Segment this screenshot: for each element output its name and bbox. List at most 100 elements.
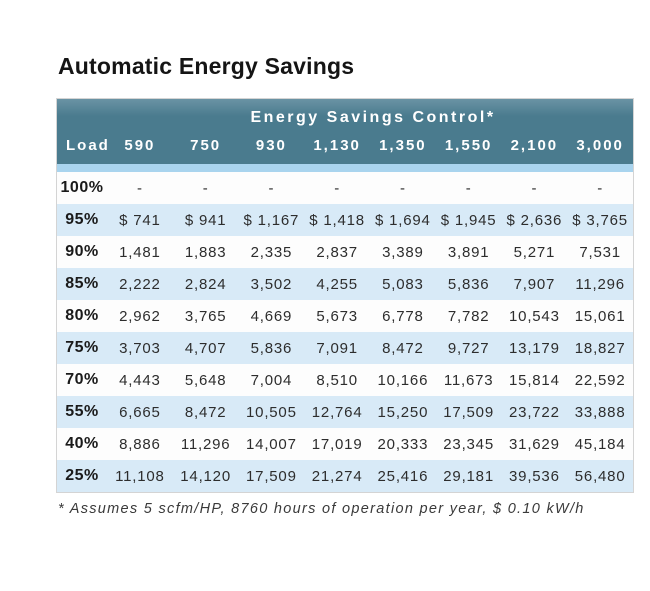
- value-cell: 33,888: [567, 396, 633, 428]
- table-row: 90% 1,481 1,883 2,335 2,837 3,389 3,891 5,271 7,…: [57, 236, 633, 268]
- value-cell: 18,827: [567, 332, 633, 364]
- value-cell: 5,271: [501, 236, 568, 268]
- value-cell: 14,007: [238, 428, 305, 460]
- table-row: 70% 4,443 5,648 7,004 8,510 10,166 11,673 15,81…: [57, 364, 633, 396]
- value-cell: -: [501, 172, 568, 204]
- header-accent-stripe: [57, 164, 633, 172]
- value-cell: 7,531: [567, 236, 633, 268]
- value-cell: 6,778: [370, 300, 436, 332]
- value-cell: 1,481: [107, 236, 173, 268]
- value-cell: 21,274: [304, 460, 370, 492]
- column-header: 2,100: [501, 137, 568, 164]
- value-cell: 3,765: [172, 300, 239, 332]
- value-cell: 8,472: [172, 396, 239, 428]
- value-cell: 5,836: [435, 268, 502, 300]
- table-body: 100% - - - - - - - -95% $ 741 $ 941 $ 1,167 $ 1,418 $…: [57, 172, 633, 492]
- value-cell: 11,296: [172, 428, 239, 460]
- column-header: 750: [172, 137, 239, 164]
- value-cell: $ 2,636: [501, 204, 568, 236]
- load-cell: 40%: [57, 428, 107, 460]
- value-cell: 23,345: [435, 428, 502, 460]
- value-cell: 29,181: [435, 460, 502, 492]
- value-cell: $ 941: [172, 204, 239, 236]
- value-cell: 10,505: [238, 396, 305, 428]
- value-cell: 13,179: [501, 332, 568, 364]
- value-cell: 5,648: [172, 364, 239, 396]
- value-cell: $ 1,945: [435, 204, 502, 236]
- accent-stripe: [57, 164, 633, 172]
- value-cell: 10,166: [370, 364, 436, 396]
- load-cell: 95%: [57, 204, 107, 236]
- column-header: 1,350: [370, 137, 436, 164]
- value-cell: 5,836: [238, 332, 305, 364]
- value-cell: -: [370, 172, 436, 204]
- column-header: 590: [107, 137, 173, 164]
- value-cell: 56,480: [567, 460, 633, 492]
- value-cell: 45,184: [567, 428, 633, 460]
- value-cell: 11,108: [107, 460, 173, 492]
- value-cell: 17,509: [238, 460, 305, 492]
- value-cell: -: [304, 172, 370, 204]
- value-cell: 15,250: [370, 396, 436, 428]
- load-cell: 25%: [57, 460, 107, 492]
- value-cell: 9,727: [435, 332, 502, 364]
- value-cell: 3,703: [107, 332, 173, 364]
- value-cell: 5,673: [304, 300, 370, 332]
- column-header-load: Load: [57, 137, 108, 164]
- value-cell: -: [107, 172, 173, 204]
- value-cell: 31,629: [501, 428, 568, 460]
- value-cell: 2,962: [107, 300, 173, 332]
- value-cell: 6,665: [107, 396, 173, 428]
- value-cell: 7,907: [501, 268, 568, 300]
- column-header: 1,130: [304, 137, 370, 164]
- value-cell: 1,883: [172, 236, 239, 268]
- column-header-row: Load 590 750 930 1,130 1,350 1,550 2,100 3,000: [57, 137, 633, 164]
- value-cell: 7,091: [304, 332, 370, 364]
- load-cell: 80%: [57, 300, 107, 332]
- table-row: 75% 3,703 4,707 5,836 7,091 8,472 9,727 13,179 1…: [57, 332, 633, 364]
- table-row: 100% - - - - - - - -: [57, 172, 633, 204]
- column-header: 3,000: [567, 137, 633, 164]
- group-header-label: Energy Savings Control*: [57, 99, 633, 137]
- value-cell: $ 1,167: [238, 204, 305, 236]
- value-cell: 8,886: [107, 428, 173, 460]
- value-cell: 20,333: [370, 428, 436, 460]
- value-cell: 10,543: [501, 300, 568, 332]
- load-cell: 100%: [57, 172, 107, 204]
- column-header: 1,550: [435, 137, 502, 164]
- value-cell: 8,510: [304, 364, 370, 396]
- group-header-row: Energy Savings Control*: [57, 99, 633, 137]
- value-cell: 3,891: [435, 236, 502, 268]
- load-cell: 90%: [57, 236, 107, 268]
- table-header: Energy Savings Control* Load 590 750 930 1,1…: [57, 99, 633, 172]
- value-cell: 15,061: [567, 300, 633, 332]
- value-cell: 7,004: [238, 364, 305, 396]
- value-cell: 25,416: [370, 460, 436, 492]
- value-cell: 3,389: [370, 236, 436, 268]
- value-cell: 17,019: [304, 428, 370, 460]
- value-cell: 4,669: [238, 300, 305, 332]
- value-cell: $ 3,765: [567, 204, 633, 236]
- value-cell: 7,782: [435, 300, 502, 332]
- value-cell: 12,764: [304, 396, 370, 428]
- value-cell: 8,472: [370, 332, 436, 364]
- table-row: 95% $ 741 $ 941 $ 1,167 $ 1,418 $ 1,694 $ 1,94…: [57, 204, 633, 236]
- savings-table: Energy Savings Control* Load 590 750 930 1,1…: [57, 99, 633, 492]
- energy-savings-table: Energy Savings Control* Load 590 750 930 1,1…: [56, 98, 634, 493]
- value-cell: $ 741: [107, 204, 173, 236]
- value-cell: 14,120: [172, 460, 239, 492]
- value-cell: -: [567, 172, 633, 204]
- value-cell: 17,509: [435, 396, 502, 428]
- value-cell: 15,814: [501, 364, 568, 396]
- table-row: 85% 2,222 2,824 3,502 4,255 5,083 5,836 7,907 11…: [57, 268, 633, 300]
- load-cell: 75%: [57, 332, 107, 364]
- value-cell: 39,536: [501, 460, 568, 492]
- value-cell: 2,335: [238, 236, 305, 268]
- table-row: 80% 2,962 3,765 4,669 5,673 6,778 7,782 10,543 1…: [57, 300, 633, 332]
- value-cell: $ 1,694: [370, 204, 436, 236]
- value-cell: 2,824: [172, 268, 239, 300]
- value-cell: -: [238, 172, 305, 204]
- value-cell: 2,837: [304, 236, 370, 268]
- value-cell: 5,083: [370, 268, 436, 300]
